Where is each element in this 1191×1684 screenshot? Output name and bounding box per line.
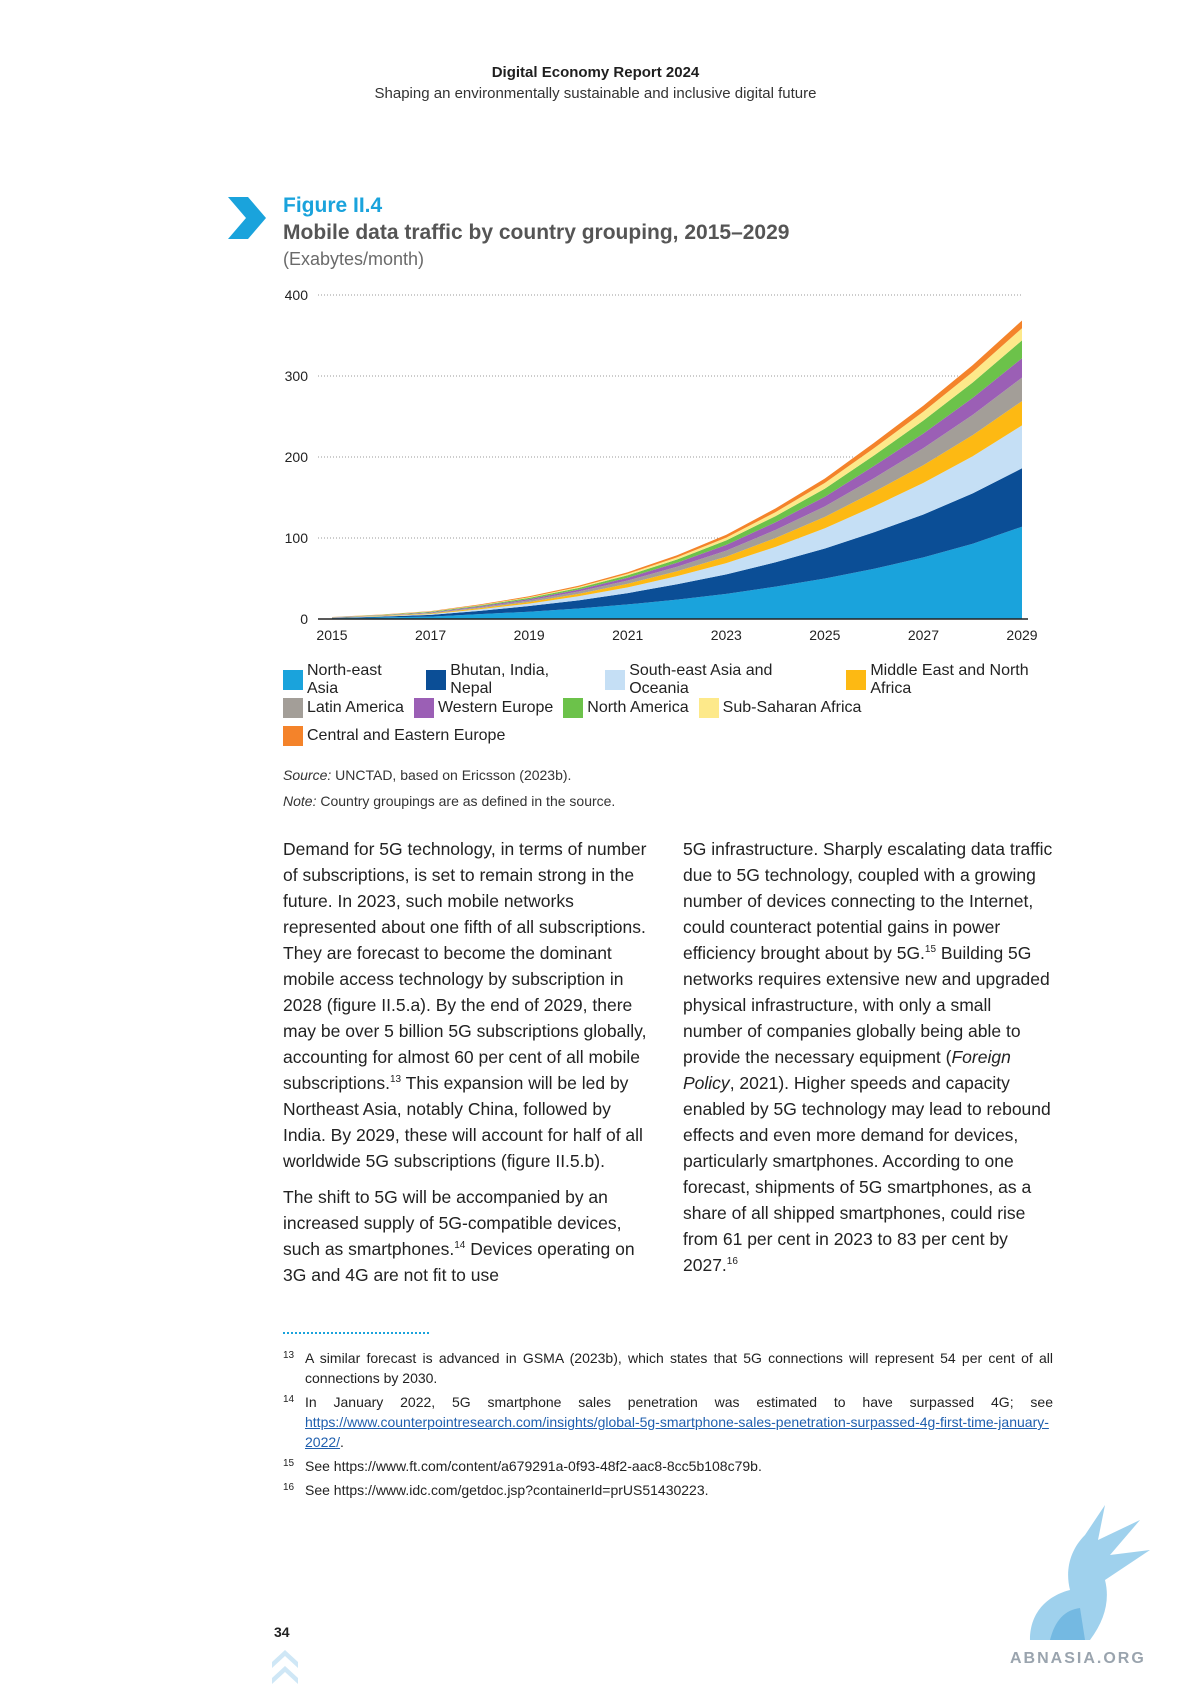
footnote-text: . <box>340 1434 344 1450</box>
footnote-text: See https://www.idc.com/getdoc.jsp?conta… <box>305 1482 709 1498</box>
y-tick-label: 300 <box>285 368 309 384</box>
paragraph-text: Building 5G networks requires extensive … <box>683 943 1050 1067</box>
footnote-text: In January 2022, 5G smartphone sales pen… <box>305 1394 1053 1410</box>
legend-item: Sub-Saharan Africa <box>698 698 862 718</box>
footnote-number: 14 <box>283 1394 295 1405</box>
figure-title: Mobile data traffic by country grouping,… <box>283 221 790 244</box>
x-tick-label: 2027 <box>908 627 939 643</box>
report-subtitle: Shaping an environmentally sustainable a… <box>374 85 817 102</box>
griffin-logo-icon <box>1030 1505 1150 1640</box>
footnote-separator <box>283 1332 429 1334</box>
legend-label: Western Europe <box>437 699 554 716</box>
paragraph-italic: Foreign Policy <box>683 1047 1011 1093</box>
legend-label: South-east Asia and Oceania <box>629 662 773 697</box>
body-column-right: 5G infrastructure. Sharply escalating da… <box>683 836 1053 1288</box>
figure-label: Figure II.4 <box>283 194 383 217</box>
note-text: Country groupings are as defined in the … <box>316 793 616 809</box>
legend-label: Latin America <box>307 699 404 716</box>
paragraph-text: 5G infrastructure. Sharply escalating da… <box>683 839 1053 963</box>
footnote: 14 In January 2022, 5G smartphone sales … <box>283 1392 1053 1452</box>
x-tick-label: 2021 <box>612 627 643 643</box>
footnote-text: A similar forecast is advanced in GSMA (… <box>305 1350 1053 1386</box>
area-series-south-east-asia-and-oceania <box>332 425 1022 618</box>
x-tick-label: 2017 <box>415 627 446 643</box>
legend-label: Sub-Saharan Africa <box>722 699 862 716</box>
area-series-middle-east-and-north-africa <box>332 401 1022 618</box>
source-prefix: Source: <box>283 767 332 783</box>
footnote: 15 See https://www.ft.com/content/a67929… <box>283 1456 1053 1476</box>
footnote-ref: 14 <box>454 1240 466 1252</box>
mobile-traffic-area-chart: 0 100 200 300 400 2015 2017 2019 2021 2023 2025 202… <box>285 287 1038 643</box>
legend-label: Bhutan, India, Nepal <box>450 662 550 697</box>
area-series-western-europe <box>332 358 1022 618</box>
footnote-number: 13 <box>283 1350 295 1361</box>
legend-swatch <box>698 698 719 718</box>
note-prefix: Note: <box>283 793 317 809</box>
paragraph: Demand for 5G technology, in terms of nu… <box>283 836 653 1174</box>
y-tick-label: 200 <box>285 449 309 465</box>
source-text: UNCTAD, based on Ericsson (2023b). <box>331 767 572 783</box>
legend-swatch <box>283 670 303 690</box>
legend-item: South-east Asia and Oceania <box>605 662 836 698</box>
paragraph-text: Devices operating on 3G and 4G are not f… <box>283 1239 635 1285</box>
area-series-sub-saharan-africa <box>332 328 1022 618</box>
paragraph-text: The shift to 5G will be accompanied by a… <box>283 1187 622 1259</box>
paragraph-text: Demand for 5G technology, in terms of nu… <box>283 839 647 1093</box>
figure-source: Source: UNCTAD, based on Ericsson (2023b… <box>283 762 615 814</box>
legend-swatch <box>846 670 867 690</box>
legend-swatch <box>413 698 434 718</box>
page-header: Digital Economy Report 2024 Shaping an e… <box>0 64 1191 102</box>
paragraph: 5G infrastructure. Sharply escalating da… <box>683 836 1053 1278</box>
legend-swatch <box>283 698 303 718</box>
legend-swatch <box>563 698 584 718</box>
footnote-number: 16 <box>283 1482 295 1493</box>
watermark: ABNASIA.ORG <box>1010 1650 1146 1667</box>
chevron-right-icon <box>228 197 266 239</box>
legend-item: Middle East and North Africa <box>846 662 1073 698</box>
footnote-text: See https://www.ft.com/content/a679291a-… <box>305 1458 762 1474</box>
paragraph-text: This expansion will be led by Northeast … <box>283 1073 643 1171</box>
footnote-ref: 13 <box>390 1074 402 1086</box>
legend-swatch <box>605 670 626 690</box>
legend-label: Central and Eastern Europe <box>307 727 506 744</box>
legend-item: North America <box>563 698 689 718</box>
x-tick-label: 2023 <box>711 627 742 643</box>
area-series-bhutan-india-nepal <box>332 468 1022 619</box>
area-series-latin-america <box>332 377 1022 618</box>
double-chevron-up-icon[interactable] <box>272 1648 298 1684</box>
legend-label: Middle East and North Africa <box>870 662 1029 697</box>
chart-legend: North-east Asia Bhutan, India, Nepal South… <box>283 662 1083 750</box>
legend-item: Central and Eastern Europe <box>283 726 505 746</box>
legend-label: North America <box>587 699 689 716</box>
legend-item: Western Europe <box>413 698 554 718</box>
body-column-left: Demand for 5G technology, in terms of nu… <box>283 836 653 1298</box>
x-tick-label: 2025 <box>809 627 840 643</box>
y-tick-label: 0 <box>300 611 308 627</box>
footnote: 16 See https://www.idc.com/getdoc.jsp?co… <box>283 1480 1053 1500</box>
legend-swatch <box>283 726 303 746</box>
legend-item: North-east Asia <box>283 662 416 698</box>
paragraph: The shift to 5G will be accompanied by a… <box>283 1184 653 1288</box>
y-tick-label: 400 <box>285 287 309 303</box>
legend-label: North-east Asia <box>306 662 382 697</box>
page-number: 34 <box>274 1624 290 1640</box>
footnote-ref: 15 <box>924 944 937 956</box>
footnote: 13 A similar forecast is advanced in GSM… <box>283 1348 1053 1388</box>
legend-swatch <box>426 670 447 690</box>
footnote-number: 15 <box>283 1458 295 1469</box>
area-series-north-east-asia <box>332 526 1022 619</box>
legend-item: Bhutan, India, Nepal <box>426 662 595 698</box>
legend-item: Latin America <box>283 698 404 718</box>
x-tick-label: 2029 <box>1006 627 1037 643</box>
footnote-ref: 16 <box>726 1256 738 1268</box>
paragraph-text: , 2021). Higher speeds and capacity enab… <box>683 1073 1051 1275</box>
area-series-north-america <box>332 340 1022 618</box>
footnote-link[interactable]: https://www.counterpointresearch.com/ins… <box>305 1414 1049 1450</box>
x-tick-label: 2019 <box>514 627 545 643</box>
report-title: Digital Economy Report 2024 <box>491 64 700 81</box>
x-tick-label: 2015 <box>316 627 347 643</box>
footnotes: 13 A similar forecast is advanced in GSM… <box>283 1348 1053 1504</box>
y-tick-label: 100 <box>285 530 309 546</box>
figure-unit: (Exabytes/month) <box>283 249 425 269</box>
